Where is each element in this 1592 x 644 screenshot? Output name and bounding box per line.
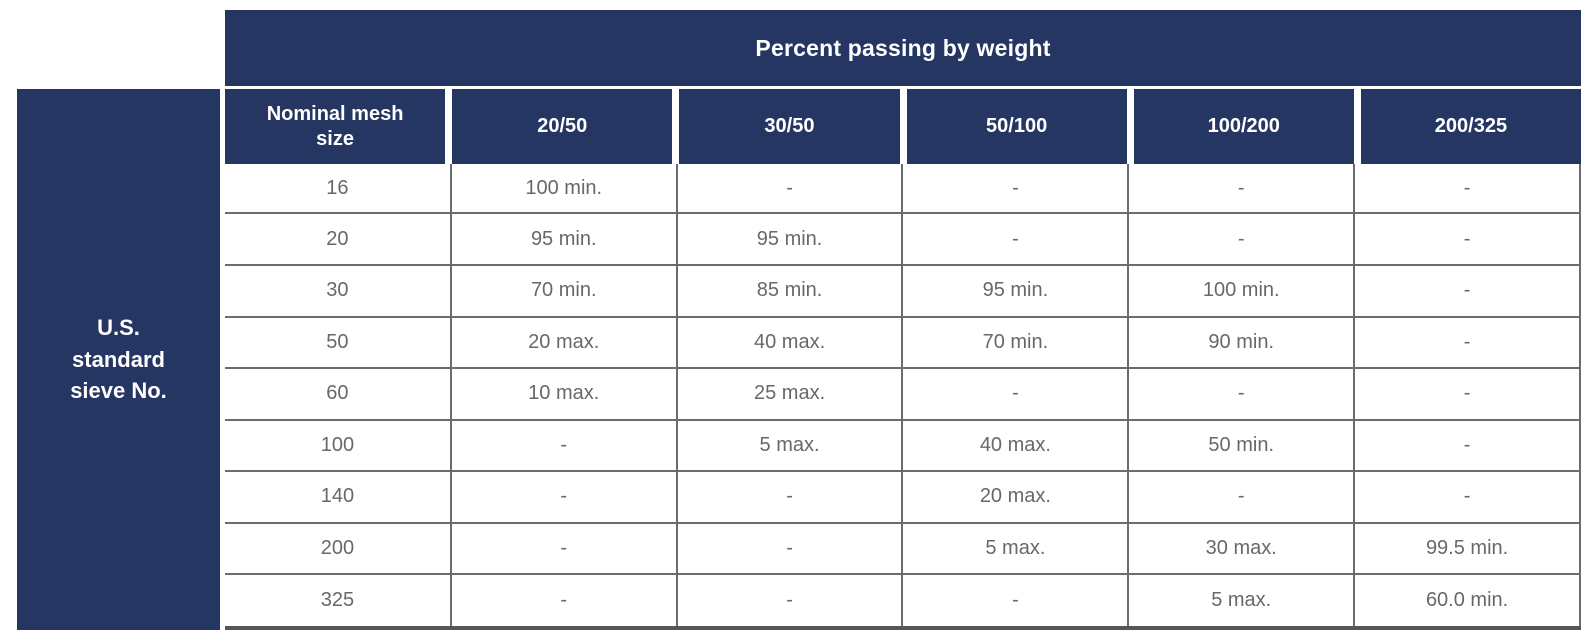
- table-cell: -: [1353, 164, 1581, 215]
- table-row: 50 20 max. 40 max. 70 min. 90 min. -: [225, 316, 1581, 370]
- table-cell: -: [1353, 470, 1581, 524]
- table-cell: -: [901, 367, 1130, 421]
- table-cell: 100 min.: [449, 164, 678, 215]
- table-title: Percent passing by weight: [225, 10, 1581, 86]
- table-cell: -: [1353, 212, 1581, 267]
- table-cell: 99.5 min.: [1353, 522, 1581, 576]
- table-cell: 5 max.: [1127, 573, 1356, 630]
- table-cell: 5 max.: [901, 522, 1130, 576]
- column-header-row: Nominal mesh size 20/50 30/50 50/100 100…: [225, 89, 1582, 164]
- row-label: 100: [225, 419, 452, 473]
- column-header-100-200: 100/200: [1133, 89, 1354, 164]
- table-cell: -: [1353, 367, 1581, 421]
- table-cell: 20 max.: [901, 470, 1130, 524]
- table-cell: 5 max.: [675, 419, 904, 473]
- table-cell: -: [1353, 316, 1581, 370]
- table-cell: 20 max.: [449, 316, 678, 370]
- table-cell: 85 min.: [675, 264, 904, 318]
- row-label: 16: [225, 164, 452, 215]
- table-row: 100 - 5 max. 40 max. 50 min. -: [225, 419, 1581, 473]
- table-cell: -: [675, 573, 904, 630]
- table-cell: 10 max.: [449, 367, 678, 421]
- table-cell: -: [1127, 470, 1356, 524]
- table-cell: -: [901, 573, 1130, 630]
- table-cell: -: [449, 573, 678, 630]
- column-header-200-325: 200/325: [1360, 89, 1582, 164]
- row-label: 140: [225, 470, 452, 524]
- table-cell: 95 min.: [901, 264, 1130, 318]
- column-header-30-50: 30/50: [679, 89, 900, 164]
- table-cell: -: [675, 164, 904, 215]
- row-label: 325: [225, 573, 452, 630]
- row-label: 60: [225, 367, 452, 421]
- table-cell: 40 max.: [675, 316, 904, 370]
- table-cell: -: [1127, 212, 1356, 267]
- table-row: 325 - - - 5 max. 60.0 min.: [225, 573, 1581, 630]
- table-cell: 70 min.: [901, 316, 1130, 370]
- table-cell: 100 min.: [1127, 264, 1356, 318]
- table-cell: -: [449, 522, 678, 576]
- table-cell: -: [449, 470, 678, 524]
- table-row: 16 100 min. - - - -: [225, 164, 1581, 215]
- row-label: 50: [225, 316, 452, 370]
- row-label: 20: [225, 212, 452, 267]
- table-cell: -: [1353, 264, 1581, 318]
- table-row: 60 10 max. 25 max. - - -: [225, 367, 1581, 421]
- table-cell: 50 min.: [1127, 419, 1356, 473]
- table-cell: -: [901, 164, 1130, 215]
- table-row: 200 - - 5 max. 30 max. 99.5 min.: [225, 522, 1581, 576]
- table-cell: 40 max.: [901, 419, 1130, 473]
- column-header-20-50: 20/50: [452, 89, 673, 164]
- table-cell: 95 min.: [675, 212, 904, 267]
- data-grid: 16 100 min. - - - - 20 95 min. 95 min. -…: [225, 164, 1581, 630]
- row-group-header-label: U.S. standard sieve No.: [70, 314, 167, 404]
- row-group-header: U.S. standard sieve No.: [17, 89, 220, 630]
- table-cell: -: [1127, 164, 1356, 215]
- table-cell: 60.0 min.: [1353, 573, 1581, 630]
- table-cell: -: [675, 470, 904, 524]
- table-cell: 95 min.: [449, 212, 678, 267]
- row-label: 200: [225, 522, 452, 576]
- column-header-nominal-mesh-size: Nominal mesh size: [225, 89, 446, 164]
- table-cell: 25 max.: [675, 367, 904, 421]
- table-cell: -: [675, 522, 904, 576]
- column-header-50-100: 50/100: [906, 89, 1127, 164]
- table-cell: 70 min.: [449, 264, 678, 318]
- row-label: 30: [225, 264, 452, 318]
- table-row: 140 - - 20 max. - -: [225, 470, 1581, 524]
- table-cell: -: [901, 212, 1130, 267]
- table-cell: 30 max.: [1127, 522, 1356, 576]
- table-cell: -: [1353, 419, 1581, 473]
- data-table: 16 100 min. - - - - 20 95 min. 95 min. -…: [225, 164, 1581, 630]
- table-row: 30 70 min. 85 min. 95 min. 100 min. -: [225, 264, 1581, 318]
- table-cell: -: [449, 419, 678, 473]
- table-row: 20 95 min. 95 min. - - -: [225, 212, 1581, 267]
- table-cell: -: [1127, 367, 1356, 421]
- table-cell: 90 min.: [1127, 316, 1356, 370]
